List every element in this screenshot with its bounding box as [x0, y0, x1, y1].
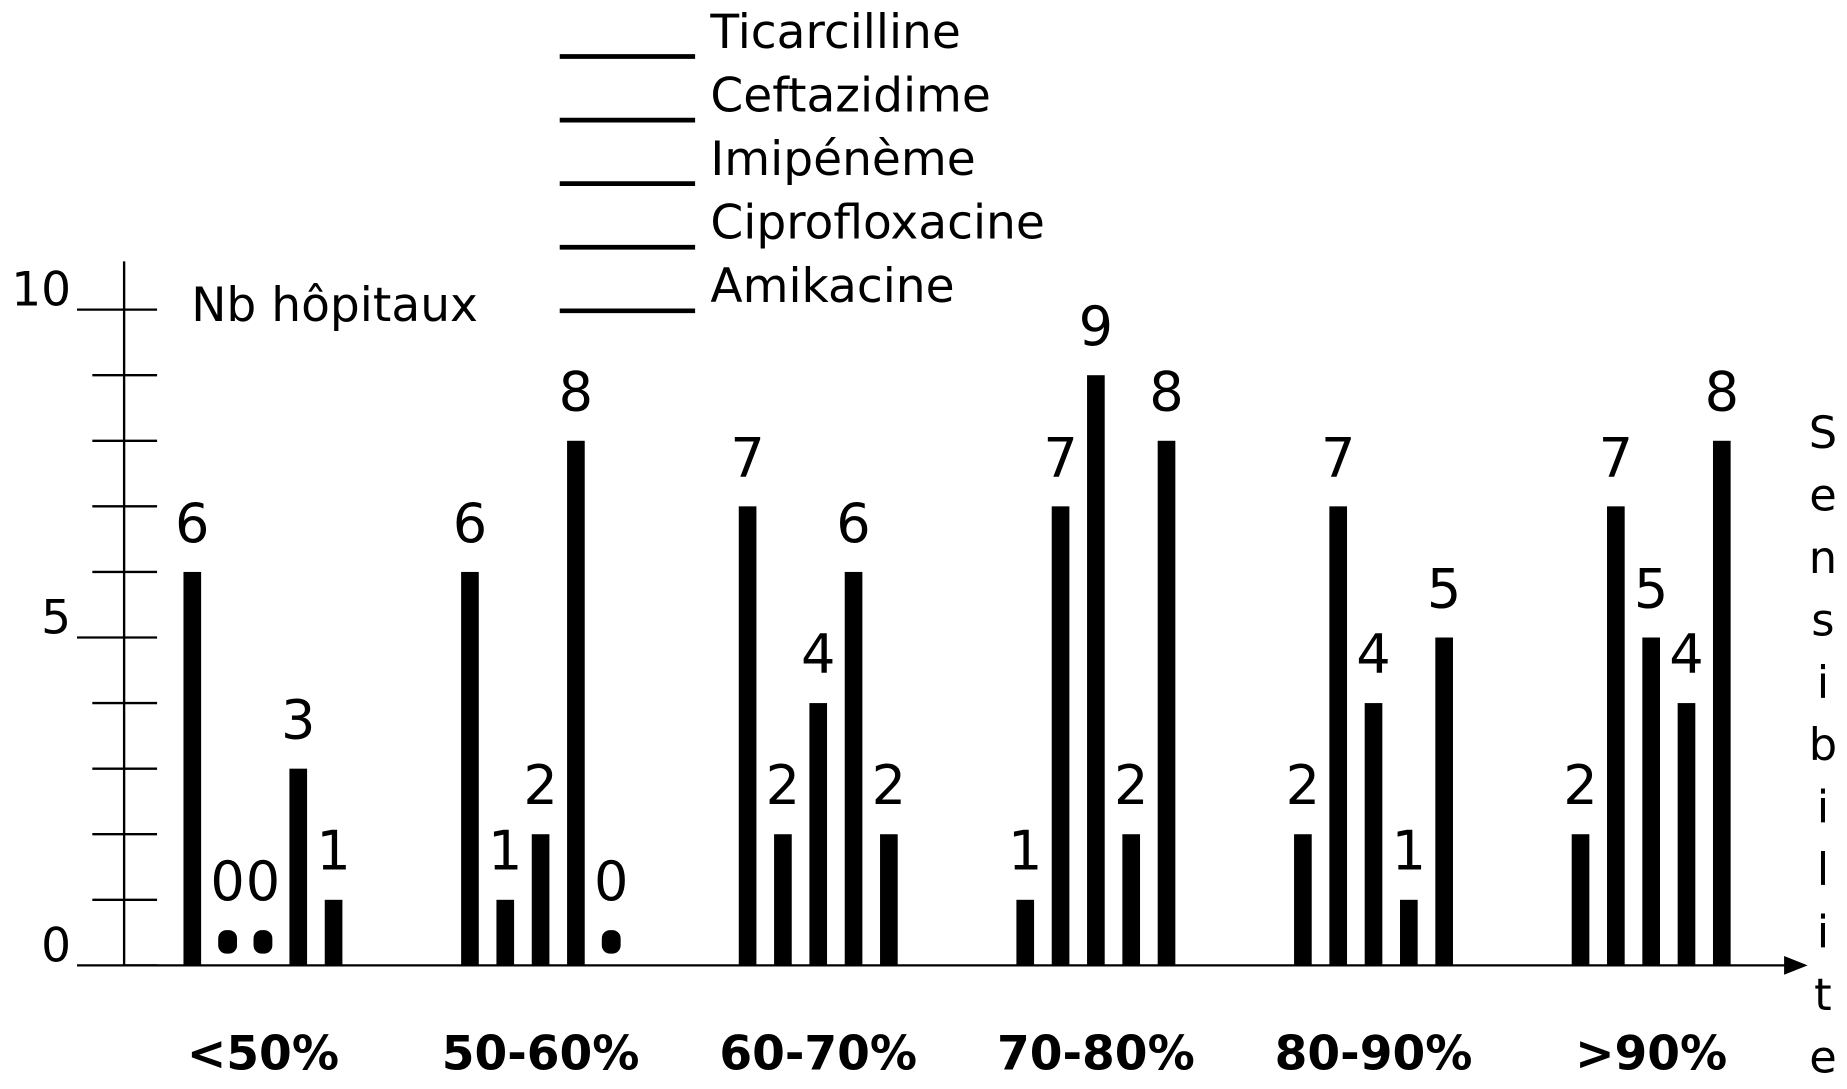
value-label: 2 [766, 754, 800, 817]
bar [531, 834, 550, 966]
bar [601, 930, 621, 954]
bar [1329, 506, 1348, 966]
value-label: 6 [175, 492, 209, 555]
x-tick-label: 80-90% [1275, 1027, 1473, 1082]
value-label: 1 [1008, 820, 1042, 883]
value-label: 6 [836, 492, 870, 555]
value-label: 4 [801, 623, 835, 686]
value-label: 5 [1427, 557, 1461, 620]
value-label: 7 [1321, 426, 1355, 489]
bar [1364, 703, 1383, 966]
value-label: 6 [453, 492, 487, 555]
bar [880, 834, 898, 966]
value-label: 5 [1634, 557, 1668, 620]
value-label: 1 [488, 820, 522, 883]
value-label: 8 [559, 361, 593, 424]
bar [253, 930, 273, 954]
bar [1051, 506, 1070, 966]
value-label: 0 [210, 850, 244, 913]
bar [1607, 506, 1625, 966]
value-label: 3 [281, 689, 315, 752]
bar [1571, 834, 1590, 966]
value-label: 7 [1599, 426, 1633, 489]
value-label: 2 [1114, 754, 1148, 817]
bar [844, 571, 863, 966]
x-tick-label: <50% [187, 1027, 339, 1082]
x-tick-label: 70-80% [997, 1027, 1195, 1082]
value-label: 0 [594, 850, 628, 913]
bar [1157, 440, 1176, 966]
x-axis-label: Sensibilite [1796, 406, 1847, 1089]
legend-label: Ticarcilline [709, 5, 960, 60]
bar [1294, 834, 1312, 966]
bar [1677, 703, 1696, 966]
x-tick-label: 50-60% [442, 1027, 640, 1082]
bar [183, 571, 202, 966]
bar [1122, 834, 1141, 966]
bar [774, 834, 792, 966]
bar [289, 768, 308, 966]
bar [809, 703, 828, 966]
value-label: 9 [1079, 295, 1113, 358]
bar [1642, 637, 1660, 966]
y-tick-label: 0 [41, 918, 71, 973]
value-label: 4 [1356, 623, 1390, 686]
bar [1016, 899, 1035, 966]
value-label: 0 [246, 850, 280, 913]
value-label: 1 [1392, 820, 1426, 883]
x-tick-label: >90% [1575, 1027, 1727, 1082]
value-label: 7 [1043, 426, 1077, 489]
legend-label: Ciprofloxacine [710, 196, 1044, 251]
bar [461, 571, 479, 966]
value-label: 8 [1705, 361, 1739, 424]
bar [1435, 637, 1453, 966]
value-label: 2 [1286, 754, 1320, 817]
legend-label: Imipénème [710, 132, 975, 187]
bar [567, 440, 585, 966]
x-tick-label: 60-70% [719, 1027, 917, 1082]
x-axis-arrow [1784, 955, 1808, 975]
bar [1087, 375, 1105, 966]
value-label: 2 [523, 754, 557, 817]
y-axis-label: Nb hôpitaux [191, 278, 478, 333]
bar [218, 930, 238, 954]
value-label: 8 [1149, 361, 1183, 424]
y-tick-label: 5 [41, 591, 71, 646]
legend-label: Amikacine [710, 259, 954, 314]
y-tick-label: 10 [11, 263, 71, 318]
legend-label: Ceftazidime [710, 68, 990, 123]
bar [1712, 440, 1731, 966]
value-label: 4 [1669, 623, 1703, 686]
value-label: 2 [1563, 754, 1597, 817]
bar [324, 899, 343, 966]
bar [738, 506, 757, 966]
value-label: 7 [730, 426, 764, 489]
bar [1400, 899, 1418, 966]
value-label: 2 [872, 754, 906, 817]
bar [496, 899, 515, 966]
value-label: 1 [316, 820, 350, 883]
